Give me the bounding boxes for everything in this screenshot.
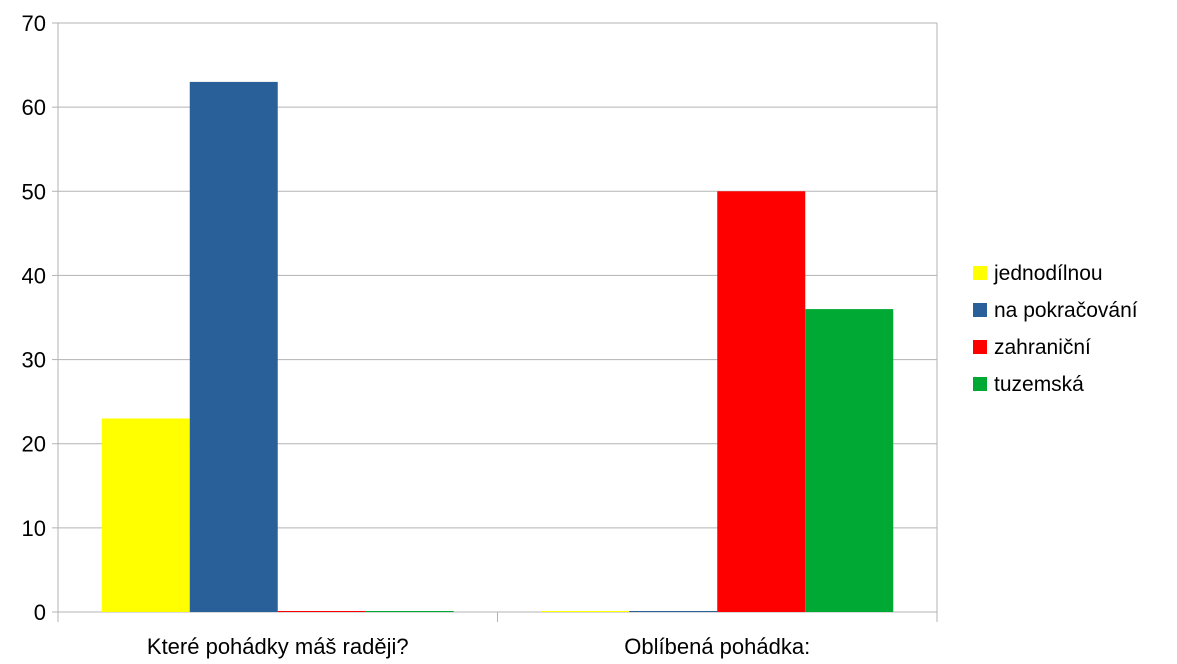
legend-swatch [973, 303, 987, 317]
axes [52, 22, 938, 622]
y-tick-label: 60 [22, 95, 46, 120]
y-tick-label: 50 [22, 179, 46, 204]
y-tick-label: 10 [22, 516, 46, 541]
y-tick-label: 70 [22, 11, 46, 36]
bar-tuzemská [365, 611, 454, 612]
x-category-label: Oblíbená pohádka: [624, 634, 810, 659]
bar-zahraniční [277, 611, 366, 612]
bars [101, 81, 894, 613]
y-tick-label: 40 [22, 263, 46, 288]
x-axis-category-labels: Které pohádky máš raději? Oblíbená pohádk… [147, 634, 810, 659]
y-tick-label: 0 [34, 600, 46, 625]
bar-jednodílnou [541, 611, 630, 612]
y-axis-tick-labels: 0 10 20 30 40 50 60 70 [22, 11, 46, 625]
legend-swatch [973, 340, 987, 354]
y-tick-label: 30 [22, 348, 46, 373]
legend-label: zahraniční [994, 336, 1091, 359]
bar-zahraniční [717, 191, 806, 613]
legend-swatch [973, 266, 987, 280]
bar-na-pokračování [189, 81, 278, 612]
legend-label: tuzemská [994, 373, 1084, 396]
bar-na-pokračování [629, 611, 718, 612]
bar-jednodílnou [101, 418, 190, 612]
y-tick-label: 20 [22, 432, 46, 457]
legend-label: jednodílnou [993, 262, 1103, 285]
bar-tuzemská [805, 309, 894, 612]
legend: jednodílnou na pokračování zahraniční tuzem… [973, 262, 1138, 396]
x-category-label: Které pohádky máš raději? [147, 634, 409, 659]
legend-swatch [973, 377, 987, 391]
legend-label: na pokračování [994, 299, 1138, 322]
